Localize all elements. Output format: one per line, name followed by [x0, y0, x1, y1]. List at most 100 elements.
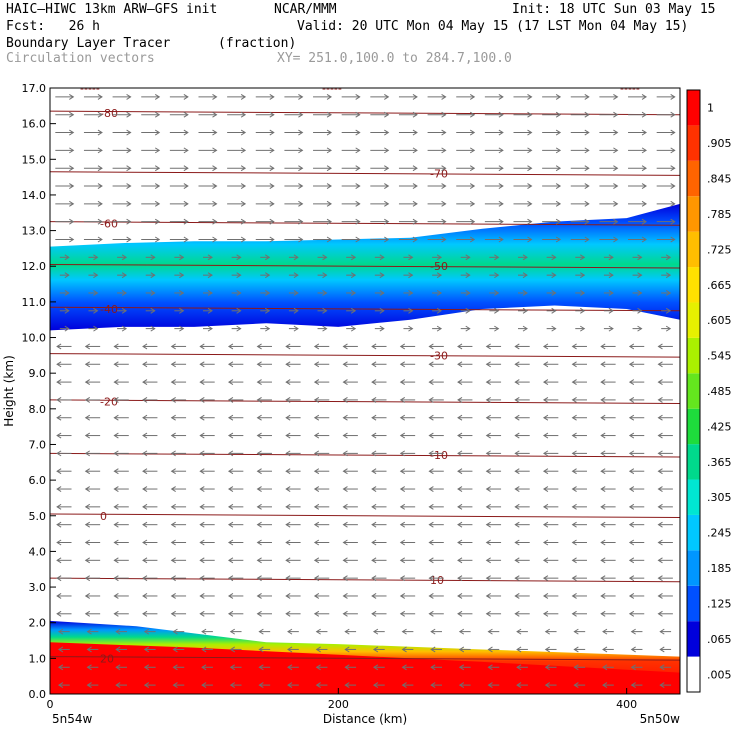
wind-vector-head [441, 93, 447, 100]
wind-vector-head [322, 307, 328, 314]
wind-vector-head [657, 486, 663, 492]
wind-vector-head [150, 307, 156, 314]
wind-vector-head [457, 343, 463, 350]
wind-vector-head [584, 129, 590, 136]
wind-vector-head [485, 468, 491, 475]
wind-vector-head [637, 325, 643, 332]
wind-vector-head [628, 503, 635, 510]
wind-vector-head [199, 610, 205, 617]
wind-vector-head [154, 111, 161, 118]
wind-vector-head [630, 628, 636, 635]
wind-vector-head [600, 593, 606, 599]
wind-vector-head [240, 93, 247, 100]
wind-vector-head [113, 450, 119, 457]
wind-vector-head [57, 682, 64, 689]
wind-vector-head [514, 575, 520, 582]
wind-vector-head [571, 557, 577, 564]
colorbar-swatch [687, 196, 700, 232]
wind-vector-head [298, 129, 304, 136]
wind-vector-head [56, 450, 62, 457]
colorbar-label: .665 [707, 279, 732, 292]
wind-vector-head [84, 396, 91, 403]
wind-vector-head [408, 325, 414, 332]
wind-vector-head [344, 646, 350, 653]
valid-time: Valid: 20 UTC Mon 04 May 15 (17 LST Mon … [297, 19, 689, 34]
wind-vector-head [142, 539, 148, 546]
wind-vector-head [240, 200, 247, 207]
wind-vector-head [399, 610, 406, 617]
wind-vector-head [573, 664, 579, 671]
wind-vector-head [342, 539, 348, 546]
colorbar-swatch [687, 444, 700, 480]
wind-vector-head [485, 343, 491, 350]
wind-vector-head [670, 183, 676, 189]
wind-vector-head [183, 183, 189, 189]
wind-vector-head [199, 379, 205, 386]
wind-vector-head [126, 147, 132, 154]
wind-vector-head [293, 254, 299, 261]
wind-vector-head [659, 664, 665, 671]
wind-vector-head [240, 165, 247, 172]
wind-vector-head [84, 450, 91, 457]
wind-vector-head [571, 396, 577, 403]
wind-vector-head [399, 396, 406, 403]
wind-vector-head [113, 557, 119, 564]
wind-vector-head [600, 468, 606, 475]
wind-vector-head [514, 503, 520, 510]
wind-vector-head [571, 468, 577, 475]
x-axis-label: Distance (km) [323, 712, 407, 726]
x-tick-label: 200 [328, 698, 349, 711]
wind-vector-head [485, 503, 491, 510]
wind-vector-head [313, 503, 320, 510]
wind-vector-head [657, 450, 663, 457]
wind-vector-head [115, 682, 121, 689]
wind-vector-head [372, 664, 379, 671]
wind-vector-head [371, 468, 377, 475]
wind-vector-head [93, 254, 99, 261]
wind-vector-head [522, 254, 528, 261]
wind-vector-head [342, 432, 348, 439]
colorbar-swatch [687, 585, 700, 622]
wind-vector-head [142, 468, 148, 475]
wind-vector-head [580, 325, 586, 332]
wind-vector-head [227, 521, 234, 528]
wind-vector-head [399, 503, 406, 510]
wind-vector-head [399, 575, 406, 582]
wind-vector-head [608, 254, 614, 261]
wind-vector-head [326, 183, 332, 189]
forecast-hour: Fcst: 26 h [6, 19, 100, 34]
wind-vector-head [315, 682, 321, 689]
wind-vector-head [97, 147, 103, 154]
wind-vector-head [57, 628, 64, 635]
wind-vector-head [212, 129, 218, 136]
wind-vector-head [457, 432, 463, 439]
init-time: Init: 18 UTC Sun 03 May 15 [512, 2, 716, 17]
wind-vector-head [269, 147, 275, 154]
wind-vector-head [469, 236, 476, 243]
wind-vector-head [457, 450, 463, 457]
wind-vector-head [154, 200, 161, 207]
wind-vector-head [657, 610, 663, 617]
wind-vector-head [154, 218, 161, 225]
wind-vector-head [628, 486, 635, 492]
wind-vector-head [384, 183, 390, 189]
wind-vector-head [212, 111, 218, 118]
wind-vector-head [313, 361, 320, 368]
wind-vector-head [326, 236, 332, 243]
wind-vector-head [580, 290, 586, 296]
wind-vector-head [412, 236, 418, 243]
wind-vector-head [143, 646, 150, 653]
wind-vector-head [293, 307, 299, 314]
wind-vector-head [600, 557, 606, 564]
wind-vector-head [457, 361, 463, 368]
contour-line [50, 306, 680, 312]
wind-vector-head [69, 183, 75, 189]
wind-vector-head [600, 414, 606, 421]
wind-vector-head [258, 628, 264, 635]
colorbar-swatch [687, 656, 700, 692]
wind-vector-head [399, 521, 406, 528]
wind-vector-head [326, 218, 332, 225]
wind-vector-head [659, 646, 665, 653]
contour-label: -30 [430, 349, 448, 362]
